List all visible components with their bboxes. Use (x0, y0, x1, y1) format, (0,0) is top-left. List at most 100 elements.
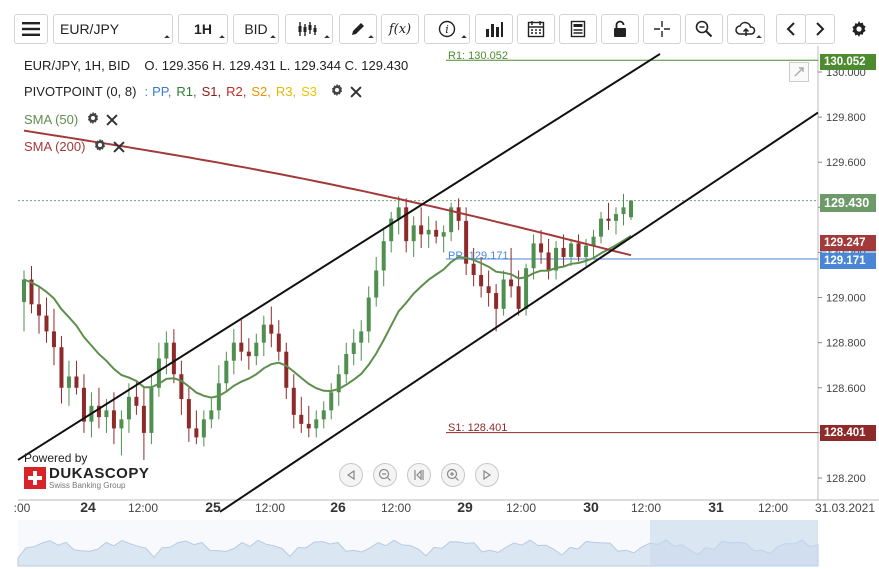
ohlc-legend: EUR/JPY, 1H, BID O. 129.356 H. 129.431 L… (24, 58, 408, 73)
side-selector[interactable]: BID (233, 14, 279, 44)
sma50-settings-icon[interactable] (86, 111, 100, 128)
triangle-left-icon (346, 469, 355, 481)
candle-body (246, 351, 251, 357)
zoom-button[interactable] (685, 14, 723, 44)
candle-body (509, 279, 514, 287)
draw-button[interactable] (339, 14, 377, 44)
side-label: BID (244, 21, 268, 37)
r1-price-badge: 130.052 (820, 54, 876, 70)
pivot-settings-icon[interactable] (330, 83, 344, 100)
x-tick-label: 30 (583, 499, 599, 515)
candle-body (614, 214, 619, 221)
chart-type-button[interactable] (285, 14, 333, 44)
candle-body (276, 333, 281, 352)
reset-icon (414, 469, 424, 481)
x-tick-label: 12:00 (255, 501, 285, 515)
gear-icon (88, 111, 99, 125)
candle-body (299, 414, 304, 424)
pan-left-button[interactable] (339, 463, 363, 487)
bar-chart-icon (486, 22, 503, 37)
symbol-label: EUR/JPY (60, 21, 120, 37)
menu-button[interactable] (14, 14, 48, 44)
x-tick-label: 26 (330, 499, 346, 515)
zoom-in-button[interactable] (441, 463, 465, 487)
candle-body (36, 304, 41, 316)
trend-channel[interactable] (17, 53, 819, 513)
candle-body (404, 207, 409, 242)
indicators-button[interactable]: f(x) (381, 14, 419, 44)
candle-body (66, 376, 71, 388)
search-icon (695, 20, 713, 38)
y-tick-label: 129.000 (826, 293, 866, 305)
settings-button[interactable] (842, 14, 876, 44)
candle-body (606, 218, 611, 221)
candle-body (156, 358, 161, 388)
axis-background (818, 46, 879, 496)
price-chart[interactable]: 128.200128.400128.600128.800129.000129.2… (0, 46, 879, 569)
pan-right-button[interactable] (475, 463, 499, 487)
caret-icon (756, 35, 762, 41)
period-label: 1H (194, 21, 212, 37)
x-tick-label: 25 (205, 499, 221, 515)
lock-button[interactable] (601, 14, 639, 44)
pivot-series-4: S2, (251, 84, 271, 99)
caret-icon (270, 35, 276, 41)
info-button[interactable]: i (424, 14, 470, 44)
sma200-settings-icon[interactable] (93, 138, 107, 155)
symbol-selector[interactable]: EUR/JPY (53, 14, 173, 44)
pivot-series-1: R1, (176, 84, 197, 99)
report-button[interactable] (559, 14, 597, 44)
scroll-right-button[interactable] (805, 14, 835, 44)
x-tick-label: 12:00 (128, 501, 158, 515)
sma50-label: SMA (50) (24, 112, 79, 127)
toolbar: EUR/JPY 1H BID f(x) i (0, 0, 879, 46)
zoom-out-button[interactable] (373, 463, 397, 487)
sma50-line (23, 234, 632, 399)
candle-body (621, 207, 626, 215)
x-tick-label: 12:00 (631, 501, 661, 515)
fullscreen-button[interactable] (789, 62, 809, 82)
candle-body (576, 243, 581, 257)
pivot-legend: PIVOTPOINT (0, 8) : PP, R1, S1, R2, S2, R3, S3 (24, 83, 362, 100)
volume-button[interactable] (475, 14, 513, 44)
y-tick-label: 130.000 (826, 67, 866, 79)
channel-lower-line (219, 111, 819, 513)
candle-body (456, 207, 461, 221)
x-tick-label: 31.03.2021 (815, 501, 875, 515)
logo-text: DUKASCOPY Swiss Banking Group (49, 466, 149, 490)
candle-body (539, 243, 544, 253)
period-selector[interactable]: 1H (178, 14, 228, 44)
candle-body (186, 399, 191, 429)
candle-body (29, 279, 34, 305)
x-tick-label: 29 (457, 499, 473, 515)
candle-body (344, 353, 349, 375)
candle-body (141, 405, 146, 433)
crosshair-button[interactable] (643, 14, 681, 44)
candle-body (479, 275, 484, 287)
candle-body (134, 396, 139, 406)
sma200-remove-icon[interactable] (113, 141, 125, 153)
document-icon (570, 20, 586, 38)
pivot-remove-icon[interactable] (350, 86, 362, 98)
x-tick-label: 12:00 (381, 501, 411, 515)
candle-body (546, 252, 551, 271)
s1-price-badge: 128.401 (820, 425, 876, 441)
caret-icon (219, 35, 225, 41)
scroll-left-button[interactable] (776, 14, 806, 44)
sma50-remove-icon[interactable] (106, 114, 118, 126)
pencil-icon (352, 23, 364, 35)
calendar-button[interactable] (517, 14, 555, 44)
reset-button[interactable] (407, 463, 431, 487)
expand-icon (794, 67, 804, 77)
candle-body (374, 270, 379, 298)
cloud-button[interactable] (727, 14, 765, 44)
candle-body (254, 342, 259, 357)
logo-name: DUKASCOPY (49, 465, 150, 482)
candle-body (426, 229, 431, 235)
calendar-icon (527, 21, 545, 38)
candle-body (179, 374, 184, 400)
candle-body (389, 218, 394, 242)
powered-by-text: Powered by (24, 451, 88, 465)
candle-body (351, 342, 356, 354)
candle-body (599, 218, 604, 237)
